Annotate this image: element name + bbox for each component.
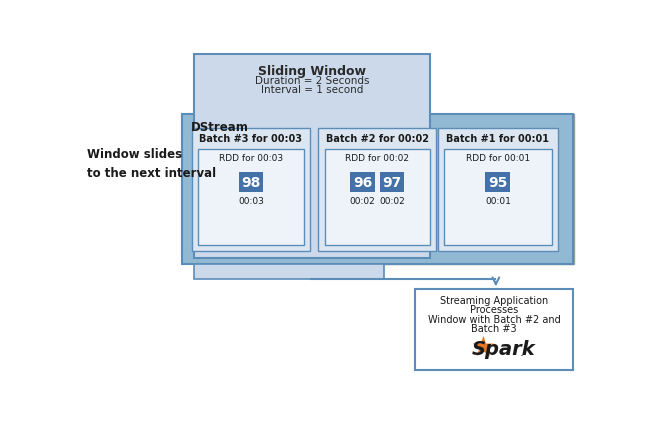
- Text: 00:03: 00:03: [238, 197, 264, 206]
- Text: Interval = 1 second: Interval = 1 second: [261, 85, 363, 95]
- Bar: [415, 289, 573, 370]
- Text: RDD for 00:02: RDD for 00:02: [345, 155, 410, 163]
- Bar: [444, 149, 552, 245]
- Bar: [382, 114, 574, 264]
- Bar: [182, 114, 573, 264]
- Text: Spark: Spark: [471, 340, 535, 359]
- Bar: [194, 264, 384, 279]
- Bar: [380, 172, 404, 192]
- Text: RDD for 00:01: RDD for 00:01: [466, 155, 530, 163]
- Text: .: .: [520, 346, 524, 359]
- Text: 96: 96: [353, 176, 372, 190]
- Bar: [324, 149, 430, 245]
- Bar: [318, 128, 436, 251]
- Bar: [486, 172, 510, 192]
- Text: Batch #3 for 00:03: Batch #3 for 00:03: [200, 134, 302, 144]
- Text: 00:02: 00:02: [350, 197, 376, 206]
- Bar: [239, 172, 263, 192]
- Bar: [198, 149, 304, 245]
- Text: 95: 95: [488, 176, 508, 190]
- Bar: [194, 54, 430, 258]
- Bar: [350, 172, 375, 192]
- Text: Streaming Application: Streaming Application: [440, 296, 548, 306]
- Text: Batch #2 for 00:02: Batch #2 for 00:02: [326, 134, 429, 144]
- Text: 97: 97: [382, 176, 402, 190]
- Text: Window with Batch #2 and: Window with Batch #2 and: [428, 314, 560, 325]
- Text: Duration = 2 Seconds: Duration = 2 Seconds: [255, 76, 369, 86]
- Bar: [192, 128, 310, 251]
- Text: 00:02: 00:02: [379, 197, 405, 206]
- Text: ★: ★: [471, 334, 495, 362]
- Text: Batch #1 for 00:01: Batch #1 for 00:01: [447, 134, 549, 144]
- Text: DStream: DStream: [191, 121, 249, 134]
- Text: Batch #3: Batch #3: [471, 324, 517, 334]
- Text: Processes: Processes: [470, 305, 518, 315]
- Text: RDD for 00:03: RDD for 00:03: [219, 155, 283, 163]
- Bar: [437, 128, 558, 251]
- Text: 98: 98: [241, 176, 261, 190]
- Text: Window slides
to the next interval: Window slides to the next interval: [88, 149, 216, 181]
- Text: Sliding Window: Sliding Window: [258, 65, 366, 78]
- Text: 00:01: 00:01: [485, 197, 511, 206]
